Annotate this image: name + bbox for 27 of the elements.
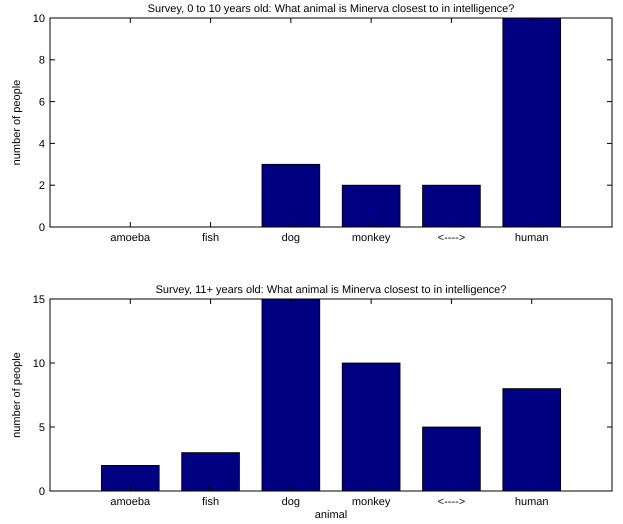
y-tick-label: 10 <box>32 12 45 25</box>
x-tick-label: fish <box>202 496 220 508</box>
x-tick-label: monkey <box>352 496 391 508</box>
y-axis-title: number of people <box>11 352 23 438</box>
chart-title: Survey, 0 to 10 years old: What animal is Minerva closest to in intelligence? <box>148 3 514 15</box>
y-tick-label: 4 <box>38 138 45 150</box>
y-tick-label: 15 <box>32 294 45 306</box>
x-tick-label: <----> <box>438 232 466 244</box>
x-tick-label: <----> <box>438 496 466 508</box>
x-tick-label: amoeba <box>110 496 152 508</box>
x-tick-label: monkey <box>352 232 391 244</box>
x-tick-label: fish <box>202 232 220 244</box>
y-tick-label: 8 <box>38 54 45 67</box>
y-axis-title: number of people <box>11 80 23 166</box>
x-tick-label: dog <box>282 232 300 244</box>
x-tick-label: human <box>514 232 549 244</box>
x-tick-label: human <box>514 496 549 508</box>
chart-title: Survey, 11+ years old: What animal is Minerva closest to in intelligence? <box>156 284 506 296</box>
x-tick-label: dog <box>282 496 300 508</box>
y-tick-label: 6 <box>38 96 45 108</box>
x-axis-title: animal <box>314 509 348 521</box>
y-tick-label: 5 <box>38 422 45 434</box>
y-tick-label: 10 <box>32 358 45 370</box>
y-tick-label: 2 <box>38 180 45 192</box>
y-tick-label: 0 <box>38 222 45 234</box>
x-tick-label: amoeba <box>110 232 152 244</box>
y-tick-label: 0 <box>38 486 45 498</box>
